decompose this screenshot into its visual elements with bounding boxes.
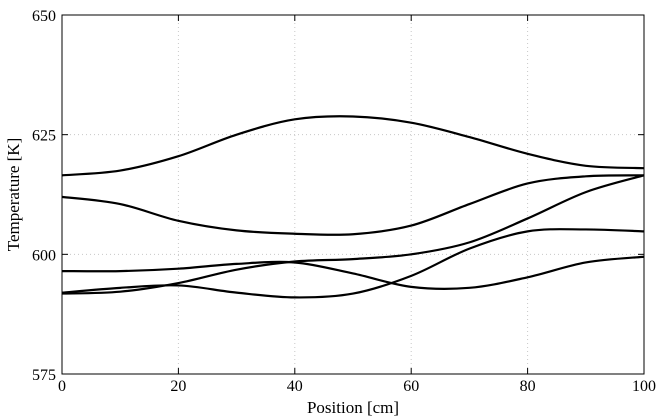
x-tick-label: 20 [170,378,186,395]
series-line-3 [61,255,645,290]
x-tick-label: 0 [58,378,66,395]
y-tick-label: 650 [32,8,56,25]
x-tick-label: 100 [632,378,656,395]
x-tick-label: 60 [403,378,419,395]
plot-frame [61,14,645,375]
grid-lines [62,15,644,374]
x-tick-labels: 0 20 40 60 80 100 [58,378,656,395]
y-tick-labels: 575 600 625 650 [32,8,56,384]
series-line-2 [61,174,645,236]
y-axis-title: Temperature [K] [4,138,23,252]
x-tick-label: 80 [520,378,536,395]
y-tick-label: 575 [32,367,56,384]
series-lines [61,115,645,299]
y-tick-label: 600 [32,247,56,264]
x-tick-label: 40 [287,378,303,395]
x-axis-title: Position [cm] [307,398,399,417]
tick-marks [61,14,645,375]
y-tick-label: 625 [32,128,56,145]
series-line-1 [61,115,645,177]
series-line-5 [61,174,645,295]
